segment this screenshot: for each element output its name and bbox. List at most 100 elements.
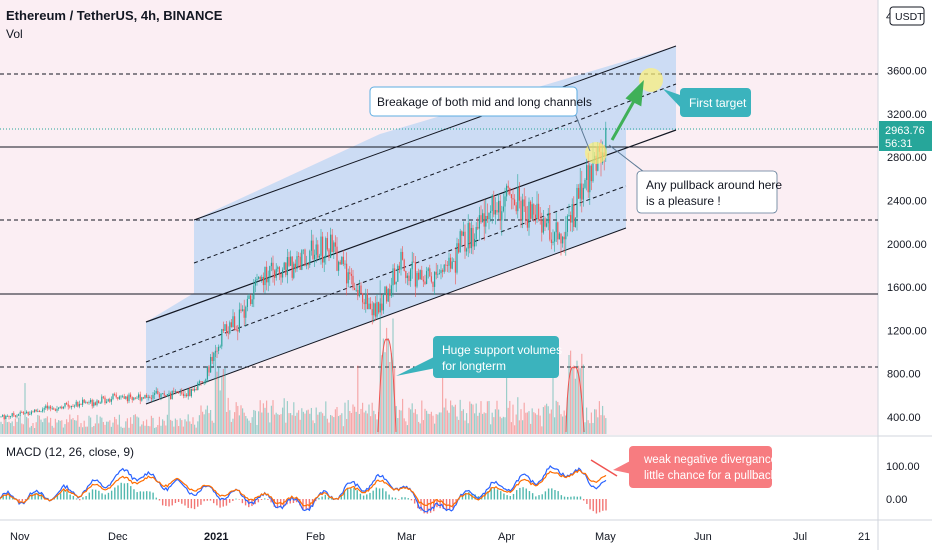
candle-body bbox=[120, 396, 122, 398]
time-tick-label: 21 bbox=[858, 531, 870, 543]
time-tick-label: May bbox=[595, 531, 616, 543]
volume-bar bbox=[43, 418, 45, 434]
candle-body bbox=[382, 295, 384, 311]
volume-bar bbox=[195, 427, 197, 434]
candle-body bbox=[93, 402, 95, 407]
candle-body bbox=[429, 268, 431, 277]
macd-histogram-bar bbox=[273, 499, 275, 507]
macd-histogram-bar bbox=[12, 496, 14, 500]
time-tick-label: Apr bbox=[498, 531, 515, 543]
divergence-callout[interactable] bbox=[629, 446, 772, 488]
volume-bar bbox=[150, 415, 152, 434]
volume-bar bbox=[194, 424, 196, 434]
price-tick-label: 3600.00 bbox=[887, 66, 927, 78]
candle-body bbox=[107, 399, 109, 402]
candle-body bbox=[432, 281, 434, 287]
macd-histogram-bar bbox=[40, 493, 43, 500]
volume-bar bbox=[368, 404, 370, 434]
volume-bar bbox=[90, 417, 92, 434]
volume-bar bbox=[587, 420, 589, 434]
candle-body bbox=[568, 215, 570, 216]
first-target-callout[interactable] bbox=[680, 88, 751, 117]
candle-body bbox=[94, 402, 96, 406]
volume-bar bbox=[366, 413, 368, 434]
volume-bar bbox=[64, 424, 66, 434]
channel-outer-lower bbox=[145, 227, 627, 405]
candle-body bbox=[182, 393, 184, 396]
volume-bar bbox=[491, 412, 493, 434]
candle-body bbox=[549, 212, 551, 240]
macd-histogram-bar bbox=[18, 499, 20, 503]
volume-bar bbox=[282, 407, 284, 434]
volume-bar bbox=[18, 417, 20, 434]
volume-bar bbox=[376, 419, 378, 434]
volume-bar bbox=[552, 371, 554, 434]
volume-bar bbox=[186, 421, 188, 434]
macd-histogram-bar bbox=[407, 498, 409, 500]
volume-bar bbox=[216, 371, 218, 434]
volume-bar bbox=[166, 414, 168, 434]
macd-histogram-bar bbox=[359, 493, 362, 500]
macd-histogram-bar bbox=[589, 499, 591, 510]
macd-histogram-bar bbox=[595, 499, 598, 514]
macd-histogram-bar bbox=[146, 491, 148, 500]
candle-body bbox=[254, 280, 256, 286]
volume-bar bbox=[440, 412, 442, 434]
first-target-text: First target bbox=[689, 96, 747, 110]
candle-body bbox=[422, 279, 424, 282]
macd-histogram-bar bbox=[308, 499, 311, 510]
volume-bar bbox=[262, 403, 264, 434]
macd-histogram-bar bbox=[605, 499, 607, 511]
candle-body bbox=[21, 412, 23, 414]
macd-histogram-bar bbox=[346, 488, 349, 500]
volume-bar bbox=[538, 408, 540, 434]
candle-body bbox=[339, 261, 341, 265]
candle-body bbox=[150, 398, 152, 399]
candle-body bbox=[522, 199, 524, 221]
candle-body bbox=[362, 293, 364, 303]
volume-arc-feb bbox=[377, 338, 397, 433]
volume-bar bbox=[402, 398, 404, 434]
macd-histogram-bar bbox=[522, 487, 524, 500]
volume-bar bbox=[74, 420, 76, 434]
candle-body bbox=[75, 401, 77, 406]
candle-body bbox=[538, 203, 540, 220]
volume-bar bbox=[346, 418, 348, 434]
pullback-callout[interactable] bbox=[636, 170, 778, 214]
volume-bar bbox=[411, 403, 413, 434]
volume-bar bbox=[192, 417, 194, 434]
macd-histogram-bar bbox=[551, 488, 553, 500]
macd-histogram-bar bbox=[120, 482, 122, 500]
candle-body bbox=[42, 409, 44, 412]
candle-body bbox=[504, 196, 506, 207]
volume-bar bbox=[16, 421, 18, 434]
candle-body bbox=[158, 394, 160, 398]
candle-body bbox=[458, 243, 460, 253]
breakage-callout[interactable] bbox=[369, 86, 578, 117]
macd-histogram-bar bbox=[110, 490, 113, 500]
volume-bar bbox=[102, 421, 104, 434]
volume-bar bbox=[283, 398, 285, 434]
candle-body bbox=[82, 399, 84, 405]
candle-body bbox=[285, 262, 287, 276]
candle-body bbox=[357, 289, 359, 297]
channel-inner-upper bbox=[193, 83, 677, 264]
volume-bar bbox=[254, 410, 256, 434]
macd-histogram-bar bbox=[429, 499, 432, 513]
volume-bar bbox=[525, 412, 527, 434]
currency-button[interactable] bbox=[889, 6, 925, 26]
breakage-callout-text: Breakage of both mid and long channels bbox=[377, 95, 592, 109]
macd-histogram-bar bbox=[573, 496, 575, 500]
volumes-callout[interactable] bbox=[433, 336, 559, 378]
volume-bar bbox=[600, 415, 602, 434]
volumes-text-line-1: Huge support volumes bbox=[442, 343, 562, 357]
volume-bar bbox=[288, 413, 290, 434]
volume-bar bbox=[427, 413, 429, 434]
candle-body bbox=[402, 251, 404, 260]
pullback-text-line-1: Any pullback around here bbox=[646, 178, 782, 192]
volume-bar bbox=[94, 423, 96, 434]
candle-body bbox=[163, 393, 165, 396]
volume-bar bbox=[155, 427, 157, 434]
macd-histogram-bar bbox=[509, 495, 512, 500]
